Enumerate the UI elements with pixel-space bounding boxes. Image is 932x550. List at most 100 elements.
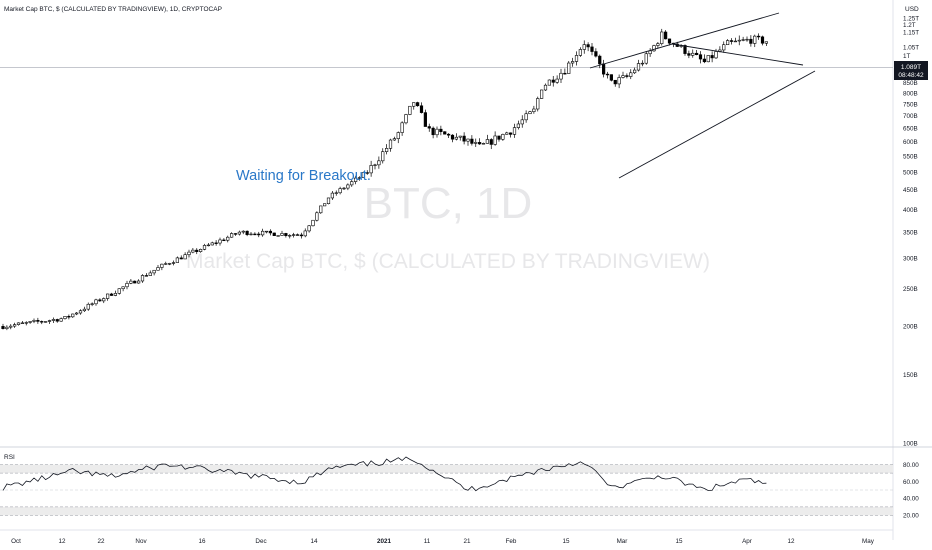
candle-body [582,44,586,50]
candle-body [121,286,125,290]
price-tick-label: 250B [903,286,918,293]
rsi-tick-label: 80.00 [903,462,919,469]
candle-body [408,105,412,115]
time-axis[interactable]: Oct 12 22 Nov 16 Dec 14 2021 11 21 Feb 15 Mar 15 Apr 12… [11,538,875,545]
candle-body [187,251,191,255]
candle-body [586,44,590,48]
candle-body [152,269,156,274]
candle-body [140,275,145,282]
candle-body [71,313,75,318]
candle-body [222,239,226,242]
price-tick-label: 150B [903,372,918,379]
candle-body [702,58,706,63]
candle-body [326,197,331,205]
candle-body [338,188,342,194]
price-axis[interactable]: 1.25T1.2T1.15T1.05T1T950B900B850B800B750… [903,15,919,447]
candle-body [59,318,63,322]
candle-body [284,233,288,236]
candle-body [210,242,214,246]
candle-body [617,77,621,85]
candle-body [567,62,571,74]
candle-body [16,322,21,325]
candle-body [98,299,102,302]
candle-body [168,263,172,265]
rsi-indicator [0,456,893,516]
candle-body [315,212,319,221]
candle-body [695,52,699,56]
candle-body [470,138,474,144]
candle-body [536,98,540,110]
time-tick-label: Apr [742,538,752,545]
candle-body [478,142,482,145]
candle-body [385,148,389,152]
candle-body [443,131,447,135]
candle-body [419,105,424,113]
candle-body [706,55,710,63]
candle-body [311,219,315,227]
candle-body [466,138,470,142]
candle-body [195,249,199,252]
candle-body [357,177,362,179]
candle-body [377,160,381,166]
candle-body [571,61,575,64]
candle-body [416,102,420,107]
candle-body [183,254,187,260]
time-tick-label: 11 [424,538,431,545]
time-tick-label: Oct [11,538,21,545]
candle-body [233,233,238,235]
candle-body [137,280,141,284]
candle-body [729,40,734,42]
time-tick-label: Dec [255,538,266,545]
candle-body [505,132,509,135]
rsi-tick-label: 20.00 [903,513,919,520]
candle-body [447,133,451,136]
candle-body [749,38,753,44]
annotation-text[interactable]: Waiting for Breakout. [236,168,371,184]
candle-body [656,43,660,46]
trendline-resistance [671,43,804,66]
countdown-value: 08:48:42 [898,72,924,79]
candle-body [47,320,52,322]
candle-body [230,233,234,238]
candle-body [36,320,40,322]
candle-body [129,280,133,284]
candle-body [388,139,393,149]
candle-body [160,263,164,268]
time-tick-label: 12 [58,538,66,545]
trendlines[interactable] [589,12,816,179]
candle-body [551,79,555,83]
rsi-title[interactable]: RSI [4,454,15,461]
candle-body [629,72,633,77]
candle-body [605,73,610,76]
currency-label[interactable]: USD [905,6,919,13]
candle-body [547,79,551,86]
candle-body [427,126,431,129]
candle-body [722,44,726,51]
candle-body [330,192,334,199]
candle-body [474,142,478,144]
candle-body [106,293,110,299]
candle-body [206,244,210,247]
candle-body [489,139,493,145]
candle-body [148,272,152,276]
price-tick-label: 1.05T [903,45,919,52]
candle-body [559,72,563,80]
candle-body [590,46,594,52]
rsi-band-upper [0,464,893,474]
candle-body [1,326,5,329]
candle-body [67,316,71,318]
candle-body [664,31,668,40]
candle-body [373,164,377,166]
price-tick-label: 550B [903,153,918,160]
candle-body [295,234,300,236]
candle-body [272,232,276,236]
candle-body [292,234,296,236]
candle-body [264,230,269,233]
price-tick-label: 750B [903,101,918,108]
candle-body [760,36,765,44]
symbol-title[interactable]: Market Cap BTC, $ (CALCULATED BY TRADING… [4,6,222,13]
candle-body [354,177,358,182]
candle-body [319,205,323,214]
candle-body [253,233,257,236]
